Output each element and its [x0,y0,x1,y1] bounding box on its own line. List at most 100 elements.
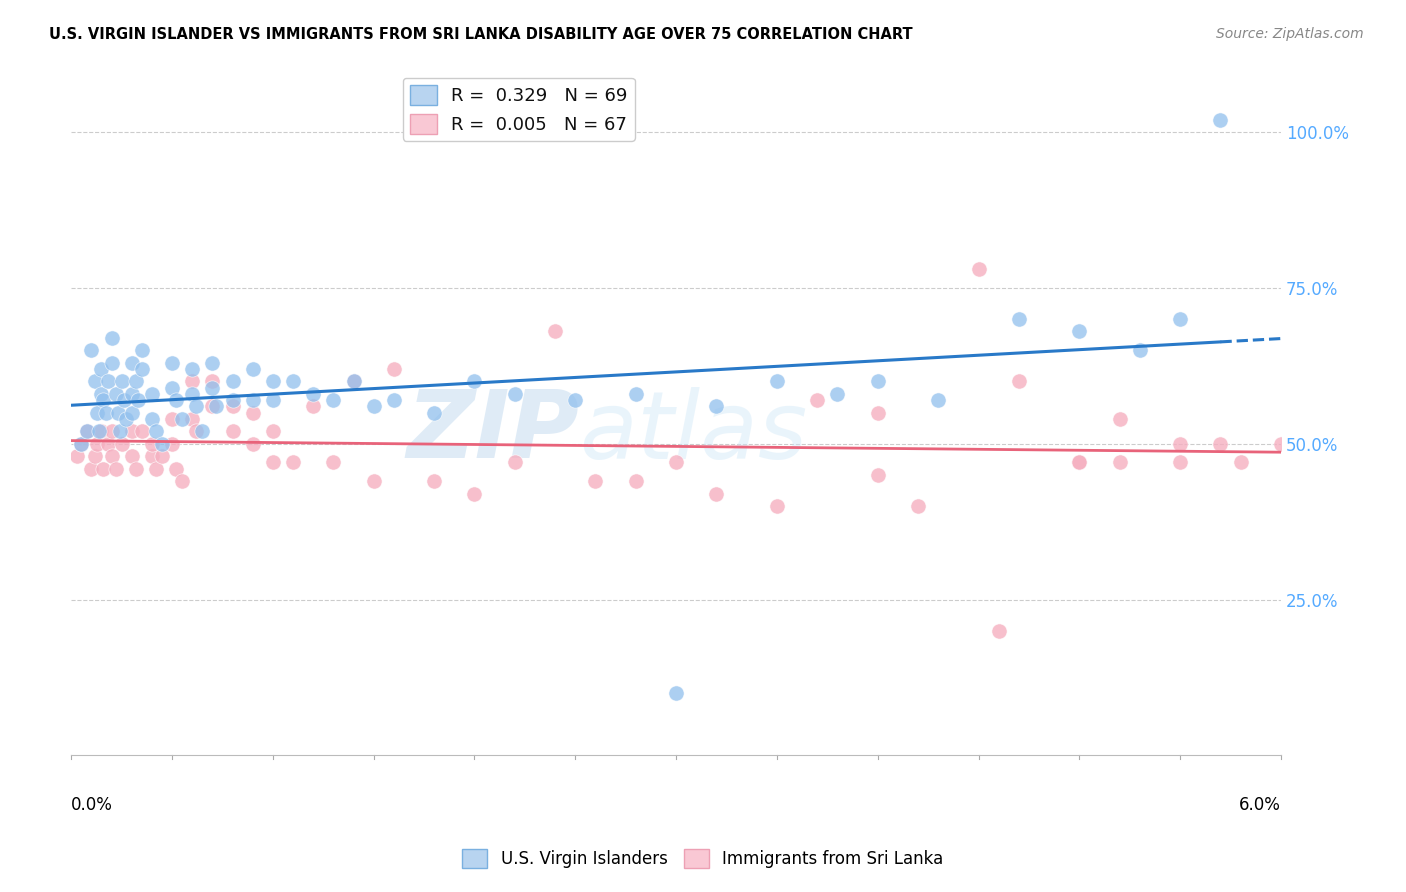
Point [363,399,385,413]
Point [141,436,163,450]
Point [112,392,135,407]
Legend: U.S. Virgin Islanders, Immigrants from Sri Lanka: U.S. Virgin Islanders, Immigrants from S… [456,843,950,875]
Point [564,392,586,407]
Point [131,362,153,376]
Point [100,356,122,370]
Point [463,375,485,389]
Point [322,455,344,469]
Point [665,686,688,700]
Point [160,381,183,395]
Point [987,624,1010,638]
Point [100,424,122,438]
Point [423,405,446,419]
Text: U.S. VIRGIN ISLANDER VS IMMIGRANTS FROM SRI LANKA DISABILITY AGE OVER 75 CORRELA: U.S. VIRGIN ISLANDER VS IMMIGRANTS FROM … [49,27,912,42]
Point [160,411,183,425]
Point [1209,436,1232,450]
Point [262,375,284,389]
Point [1129,343,1152,358]
Point [121,356,143,370]
Point [76,424,98,438]
Legend: R =  0.329   N = 69, R =  0.005   N = 67: R = 0.329 N = 69, R = 0.005 N = 67 [402,78,636,141]
Point [1008,312,1031,326]
Point [94,405,117,419]
Point [1069,455,1091,469]
Point [181,362,204,376]
Point [80,343,103,358]
Point [165,392,187,407]
Point [145,424,167,438]
Point [806,392,828,407]
Point [121,405,143,419]
Point [1229,455,1251,469]
Point [181,386,204,401]
Point [201,381,224,395]
Point [363,474,385,488]
Point [108,424,131,438]
Point [262,424,284,438]
Point [423,474,446,488]
Point [165,461,187,475]
Point [125,461,148,475]
Point [302,399,325,413]
Point [262,455,284,469]
Point [70,436,93,450]
Point [84,449,107,463]
Point [93,392,115,407]
Point [382,362,405,376]
Point [242,362,264,376]
Point [93,461,115,475]
Point [205,399,228,413]
Point [1008,375,1031,389]
Point [342,375,364,389]
Point [1069,455,1091,469]
Point [90,362,112,376]
Text: atlas: atlas [579,387,807,478]
Point [665,455,688,469]
Point [907,499,929,513]
Point [624,474,647,488]
Point [141,449,163,463]
Point [302,386,325,401]
Point [181,375,204,389]
Point [104,461,127,475]
Point [624,386,647,401]
Point [90,386,112,401]
Point [503,386,526,401]
Point [281,455,304,469]
Text: Source: ZipAtlas.com: Source: ZipAtlas.com [1216,27,1364,41]
Point [221,375,243,389]
Point [160,436,183,450]
Point [172,474,194,488]
Point [706,486,728,500]
Point [221,392,243,407]
Point [181,411,204,425]
Point [145,461,167,475]
Point [131,343,153,358]
Point [201,375,224,389]
Point [242,405,264,419]
Point [84,375,107,389]
Point [96,436,118,450]
Point [827,386,849,401]
Point [766,375,789,389]
Text: ZIP: ZIP [406,386,579,478]
Point [342,375,364,389]
Point [76,424,98,438]
Point [86,436,108,450]
Point [1270,436,1292,450]
Point [242,436,264,450]
Point [100,331,122,345]
Point [382,392,405,407]
Point [1108,455,1130,469]
Point [262,392,284,407]
Point [201,356,224,370]
Point [221,399,243,413]
Point [96,375,118,389]
Text: 6.0%: 6.0% [1239,796,1281,814]
Point [1108,411,1130,425]
Point [585,474,607,488]
Point [191,424,214,438]
Point [463,486,485,500]
Point [150,449,173,463]
Point [544,325,567,339]
